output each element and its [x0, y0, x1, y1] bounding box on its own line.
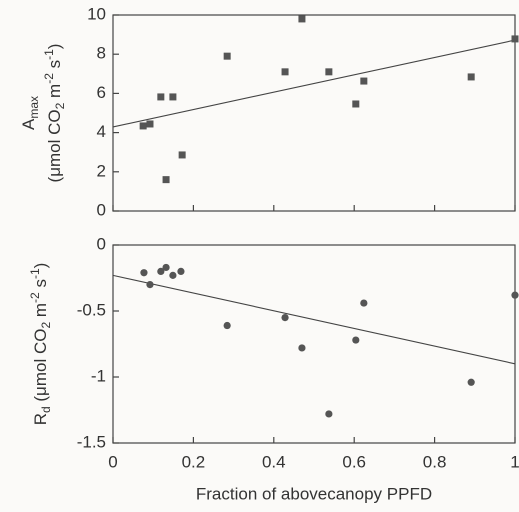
y-axis-label-part: -1 — [42, 49, 56, 60]
y-axis-label: Rd (μmol CO2 m-2 s-1) — [28, 263, 53, 426]
point — [146, 120, 154, 128]
point — [177, 267, 185, 275]
plot-frame — [112, 14, 516, 212]
y-axis-label-part: 2 — [39, 322, 53, 329]
point — [162, 263, 170, 272]
point — [140, 269, 148, 277]
point — [169, 271, 177, 279]
y-axis-label-part: (μmol CO — [31, 329, 50, 407]
x-tick-label: 0.8 — [423, 452, 447, 471]
point — [162, 176, 170, 184]
point — [223, 52, 231, 60]
y-axis-label-part: -1 — [28, 268, 42, 279]
y-axis-label-part: -2 — [42, 73, 56, 84]
y-tick-label: 0 — [97, 234, 106, 253]
x-tick-label: 0.6 — [342, 452, 366, 471]
y-axis-label-part: s — [31, 279, 50, 292]
y-tick-label: -1 — [91, 366, 106, 385]
point — [467, 73, 475, 81]
fit-line — [112, 274, 516, 365]
point — [325, 410, 333, 418]
y-axis-label: (μmol CO2 m-2 s-1) — [42, 44, 67, 183]
x-tick-label: 0.4 — [262, 452, 286, 471]
y-axis-label-part: m — [31, 303, 50, 322]
x-tick-label: 1 — [510, 452, 519, 471]
point — [360, 299, 368, 307]
point — [298, 344, 306, 352]
y-tick-label: -0.5 — [77, 300, 106, 319]
x-axis-label: Fraction of abovecanopy PPFD — [196, 484, 432, 503]
y-axis-label-part: 2 — [53, 102, 67, 109]
x-tick-label: 0.2 — [182, 452, 206, 471]
point — [146, 281, 154, 289]
point — [178, 151, 186, 159]
y-axis-label-part: ) — [31, 263, 50, 269]
point — [281, 68, 289, 76]
y-tick-label: 10 — [87, 4, 106, 23]
y-axis-label-part: ) — [45, 44, 64, 50]
fit-line — [112, 39, 516, 128]
point — [511, 35, 519, 43]
y-axis-label: Amax — [19, 96, 41, 130]
point — [325, 68, 333, 76]
y-axis-label-part: R — [31, 413, 50, 425]
point — [169, 93, 177, 101]
point — [511, 291, 519, 299]
point — [157, 267, 165, 275]
plot-frame — [112, 244, 516, 444]
y-axis-label-part: m — [45, 84, 64, 103]
point — [467, 378, 475, 386]
y-tick-label: 2 — [97, 161, 106, 180]
point — [298, 15, 306, 23]
point — [139, 122, 147, 130]
y-axis-label-part: max — [27, 96, 41, 119]
y-axis-label-part: -2 — [28, 292, 42, 303]
y-tick-label: 0 — [97, 200, 106, 219]
y-tick-label: 8 — [97, 44, 106, 63]
y-axis-label-part: A — [19, 118, 38, 130]
point — [352, 100, 360, 108]
point — [352, 336, 360, 344]
x-tick-label: 0 — [108, 452, 117, 471]
y-tick-label: 6 — [97, 83, 106, 102]
point — [281, 314, 289, 322]
y-axis-label-part: s — [45, 60, 64, 73]
y-axis-label-part: (μmol CO — [45, 109, 64, 182]
y-tick-label: 4 — [97, 122, 106, 141]
point — [223, 321, 231, 330]
y-axis-label-part: d — [39, 406, 53, 413]
point — [157, 93, 165, 101]
y-tick-label: -1.5 — [77, 432, 106, 451]
point — [360, 77, 368, 85]
